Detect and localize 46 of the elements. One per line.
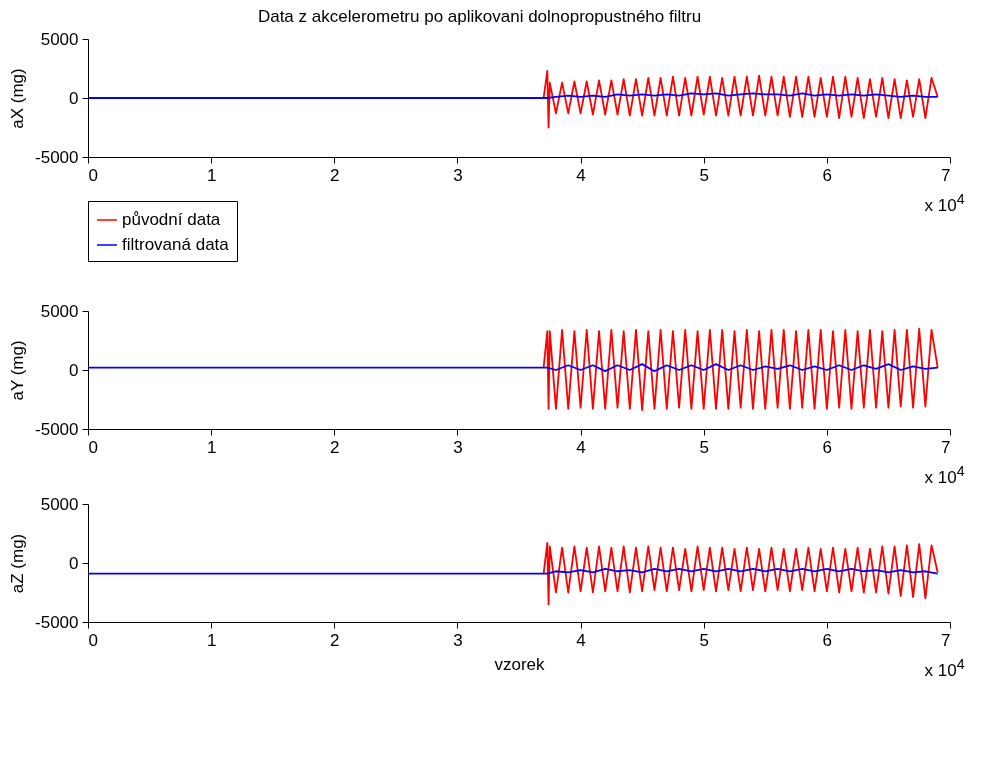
- y-axis-title: aY (mg): [8, 340, 28, 401]
- legend-label: původní data: [122, 210, 221, 229]
- x-tick-label: 0: [88, 630, 98, 650]
- y-tick-label: -5000: [35, 147, 79, 167]
- x-tick-label: 1: [206, 437, 217, 457]
- text: x 10$^{4}$: [924, 190, 965, 215]
- x-tick-label: 2: [330, 630, 340, 650]
- x-tick-label: 6: [822, 630, 833, 650]
- x-tick-label: 4: [576, 437, 586, 457]
- chart-title: Data z akcelerometru po aplikovani dolnopropustného filtru: [257, 7, 702, 26]
- text: x 10$^{4}$: [924, 655, 965, 680]
- x-tick-label: 2: [330, 165, 340, 185]
- line-series: [542, 542, 939, 606]
- x-tick-label: 7: [941, 630, 951, 650]
- y-tick-label: 5000: [40, 29, 79, 49]
- line-series: [542, 327, 939, 412]
- text: x 10$^{4}$: [924, 462, 965, 487]
- x-tick-label: 7: [941, 437, 951, 457]
- y-tick-label: -5000: [35, 612, 79, 632]
- x-tick-label: 2: [330, 437, 340, 457]
- legend-label: filtrovaná data: [122, 235, 230, 254]
- x-tick-label: 3: [453, 165, 463, 185]
- y-tick-label: 5000: [40, 494, 79, 514]
- x-tick-label: 5: [699, 630, 709, 650]
- x-tick-label: 0: [88, 165, 98, 185]
- x-tick-label: 4: [576, 630, 586, 650]
- x-tick-label: 5: [699, 437, 709, 457]
- y-axis-title: aX (mg): [8, 68, 28, 129]
- x-tick-label: 3: [453, 437, 463, 457]
- x-tick-label: 1: [206, 165, 217, 185]
- y-tick-label: 0: [69, 360, 79, 380]
- y-tick-label: 0: [69, 553, 79, 573]
- y-axis-title: aZ (mg): [8, 533, 28, 594]
- x-tick-label: 6: [822, 165, 833, 185]
- y-tick-label: 5000: [40, 301, 79, 321]
- x-tick-label: 4: [576, 165, 586, 185]
- x-tick-label: 1: [206, 630, 217, 650]
- line-series: [88, 363, 939, 373]
- x-axis-title: vzorek: [494, 654, 546, 674]
- x-tick-label: 0: [88, 437, 98, 457]
- x-tick-label: 3: [453, 630, 463, 650]
- y-tick-label: 0: [69, 88, 79, 108]
- x-tick-label: 7: [941, 165, 951, 185]
- x-tick-label: 5: [699, 165, 709, 185]
- x-tick-label: 6: [822, 437, 833, 457]
- y-tick-label: -5000: [35, 419, 79, 439]
